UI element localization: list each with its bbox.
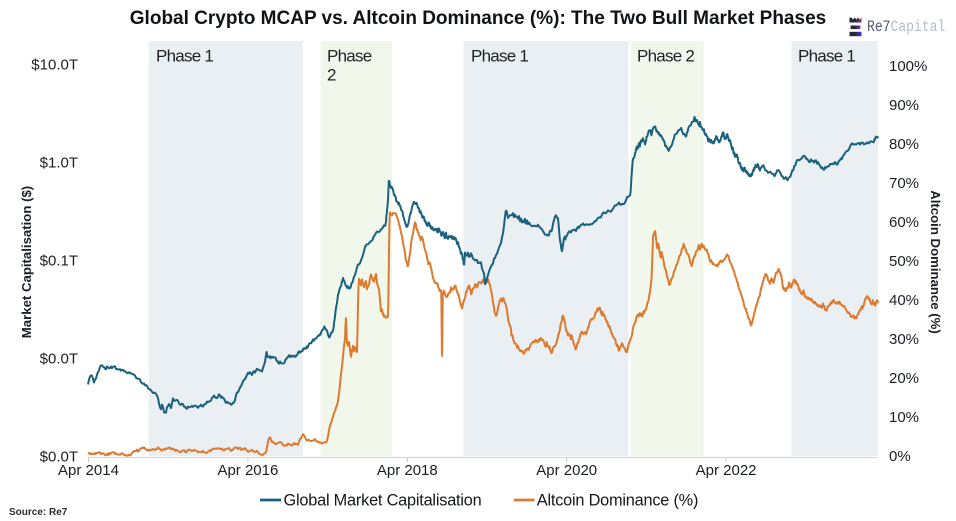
svg-text:$10.0T: $10.0T <box>31 57 78 74</box>
svg-text:Altcoin Dominance (%): Altcoin Dominance (%) <box>928 190 943 334</box>
svg-text:Source: Re7: Source: Re7 <box>9 507 68 518</box>
svg-text:Apr 2018: Apr 2018 <box>377 462 438 479</box>
svg-text:0%: 0% <box>889 448 911 465</box>
svg-text:Global Market Capitalisation: Global Market Capitalisation <box>284 491 482 509</box>
svg-text:10%: 10% <box>889 409 919 426</box>
svg-text:Apr 2016: Apr 2016 <box>217 462 278 479</box>
svg-text:30%: 30% <box>889 331 919 348</box>
svg-text:$0.1T: $0.1T <box>40 253 78 270</box>
svg-text:Phase 1: Phase 1 <box>156 47 213 66</box>
svg-text:Phase 1: Phase 1 <box>471 47 528 66</box>
svg-text:60%: 60% <box>889 214 919 231</box>
svg-text:Phase 2: Phase 2 <box>637 47 694 66</box>
svg-text:2: 2 <box>327 66 336 85</box>
svg-text:$0.0T: $0.0T <box>40 351 78 368</box>
svg-text:40%: 40% <box>889 292 919 309</box>
svg-text:100%: 100% <box>889 58 927 75</box>
svg-text:$0.0T: $0.0T <box>40 449 78 466</box>
svg-text:Apr 2022: Apr 2022 <box>696 462 757 479</box>
svg-text:Market Capitalisation ($): Market Capitalisation ($) <box>19 186 34 338</box>
svg-text:90%: 90% <box>889 97 919 114</box>
svg-text:Phase: Phase <box>327 47 372 66</box>
svg-text:70%: 70% <box>889 175 919 192</box>
svg-text:Altcoin Dominance (%): Altcoin Dominance (%) <box>537 491 698 509</box>
svg-text:$1.0T: $1.0T <box>40 155 78 172</box>
svg-text:Phase 1: Phase 1 <box>798 47 855 66</box>
svg-text:Apr 2014: Apr 2014 <box>58 462 119 479</box>
svg-text:Apr 2020: Apr 2020 <box>536 462 597 479</box>
svg-text:20%: 20% <box>889 370 919 387</box>
svg-text:50%: 50% <box>889 253 919 270</box>
svg-text:80%: 80% <box>889 136 919 153</box>
